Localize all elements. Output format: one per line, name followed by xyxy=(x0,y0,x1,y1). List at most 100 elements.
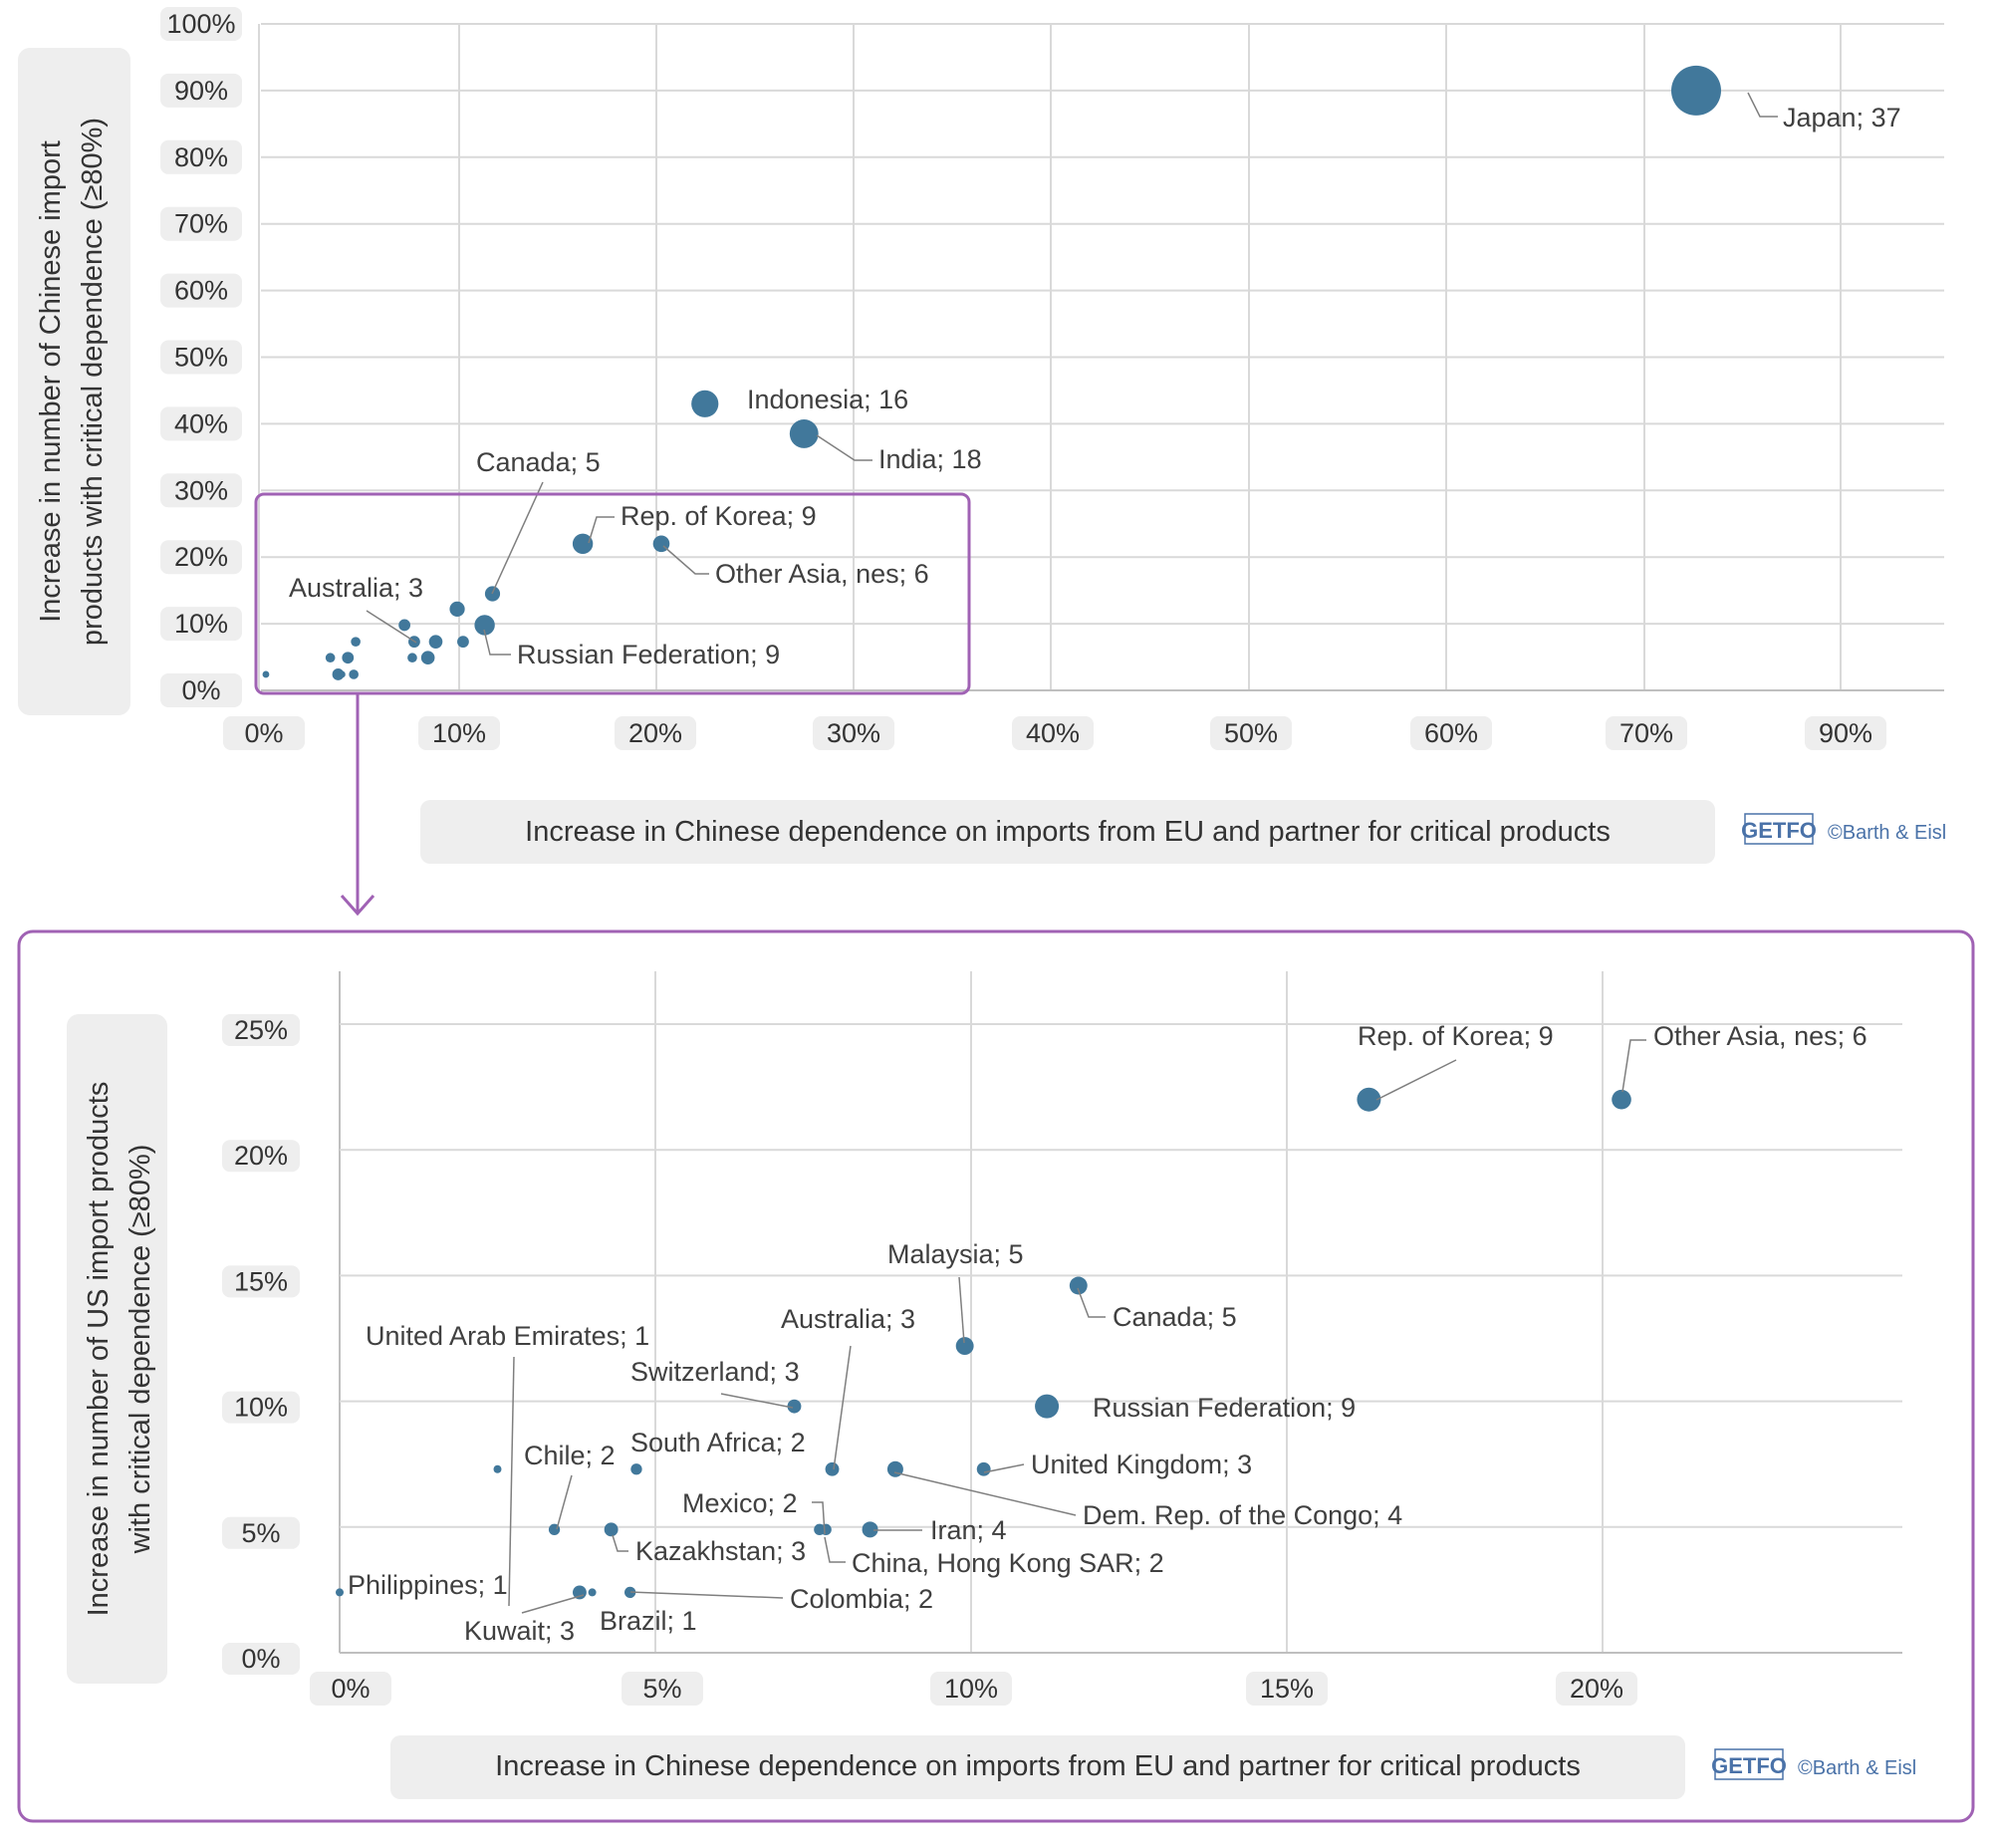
top-x-tick-6: 60% xyxy=(1410,716,1492,750)
top-x-tick-6-text: 60% xyxy=(1424,718,1478,748)
top-x-tick-1: 10% xyxy=(418,716,500,750)
top-x-tick-7: 70% xyxy=(1606,716,1687,750)
top-y-tick-8-bg xyxy=(160,139,242,174)
bottom-label-10: Dem. Rep. of the Congo; 4 xyxy=(1083,1500,1402,1530)
top-y-tick-9: 90% xyxy=(160,73,242,108)
bottom-point-19 xyxy=(623,1586,636,1599)
top-label-4: Rep. of Korea; 9 xyxy=(621,501,817,531)
top-leader-6 xyxy=(366,610,417,644)
top-y-tick-9-bg xyxy=(160,73,242,108)
top-x-tick-1-text: 10% xyxy=(432,718,486,748)
bottom-label-2: Malaysia; 5 xyxy=(887,1239,1024,1269)
top-x-tick-4-bg xyxy=(1012,716,1094,750)
top-y-tick-2-bg xyxy=(160,540,242,575)
bottom-y-title-line1: Increase in number of US import products xyxy=(83,1082,115,1617)
bottom-leader-6 xyxy=(720,1393,794,1409)
top-x-tick-2-text: 20% xyxy=(628,718,682,748)
top-y-tick-8: 80% xyxy=(160,139,242,174)
bottom-y-tick-4: 20% xyxy=(222,1140,300,1173)
top-x-tick-2: 20% xyxy=(615,716,696,750)
top-y-tick-10: 100% xyxy=(160,7,242,41)
bottom-y-tick-1-bg xyxy=(222,1516,300,1549)
bottom-x-tick-0-bg xyxy=(310,1672,391,1706)
getfo-logo-2: GETFO xyxy=(1711,1753,1787,1778)
bottom-x-tick-3: 15% xyxy=(1246,1672,1328,1706)
top-x-tick-4: 40% xyxy=(1012,716,1094,750)
bottom-x-tick-2: 10% xyxy=(930,1672,1012,1706)
bottom-chart: 0% 5% 10% 15% 20% 25% 0% 5% 10% 15% 20% Increase in… xyxy=(17,929,1975,1823)
top-leader-5 xyxy=(662,545,709,575)
top-x-tick-8-text: 90% xyxy=(1819,718,1872,748)
bottom-label-16: Philippines; 1 xyxy=(348,1570,508,1600)
bottom-label-14: Kazakhstan; 3 xyxy=(635,1536,806,1566)
top-label-3: Canada; 5 xyxy=(476,447,601,477)
top-x-tick-3-text: 30% xyxy=(827,718,880,748)
bottom-label-18: Brazil; 1 xyxy=(600,1606,697,1636)
top-point-17 xyxy=(407,653,417,663)
top-x-tick-5-bg xyxy=(1210,716,1292,750)
top-label-1: Indonesia; 16 xyxy=(747,385,908,414)
top-point-13 xyxy=(342,652,355,664)
top-point-1 xyxy=(691,390,719,417)
bottom-label-6: Switzerland; 3 xyxy=(630,1357,800,1387)
top-label-5: Other Asia, nes; 6 xyxy=(715,559,929,589)
top-x-tick-5: 50% xyxy=(1210,716,1292,750)
bottom-x-tick-4-text: 20% xyxy=(1570,1674,1623,1704)
bottom-leader-0 xyxy=(1375,1059,1457,1101)
top-y-tick-10-text: 100% xyxy=(166,9,235,39)
bottom-leader-12 xyxy=(812,1501,826,1535)
bottom-y-tick-3: 15% xyxy=(222,1265,300,1298)
bottom-y-tick-2-bg xyxy=(222,1391,300,1424)
bottom-point-1 xyxy=(1612,1089,1631,1110)
bottom-label-12: Mexico; 2 xyxy=(682,1488,798,1518)
getfo-logo-frame xyxy=(1744,813,1814,845)
bottom-x-title: Increase in Chinese dependence on import… xyxy=(495,1750,1581,1782)
bottom-label-13: Iran; 4 xyxy=(930,1515,1007,1545)
top-point-18 xyxy=(349,669,359,679)
top-label-0: Japan; 37 xyxy=(1783,103,1901,132)
bottom-x-tick-0: 0% xyxy=(310,1672,391,1706)
top-credit: ©Barth & Eisl xyxy=(1828,822,1946,844)
top-point-16 xyxy=(351,637,361,647)
top-y-tick-0-bg xyxy=(160,673,242,707)
bottom-label-1: Other Asia, nes; 6 xyxy=(1653,1021,1867,1051)
bottom-y-tick-4-text: 20% xyxy=(234,1141,288,1171)
top-y-title-line2: products with critical dependence (≥80%) xyxy=(77,118,109,646)
top-label-7: Russian Federation; 9 xyxy=(517,640,780,669)
top-x-tick-7-text: 70% xyxy=(1619,718,1673,748)
top-leader-3 xyxy=(491,481,544,595)
bottom-point-2 xyxy=(955,1337,974,1356)
bottom-label-7: Australia; 3 xyxy=(781,1304,915,1334)
top-y-tick-4-text: 40% xyxy=(174,408,228,438)
top-y-tick-3: 30% xyxy=(160,473,242,508)
top-x-tick-2-bg xyxy=(615,716,696,750)
getfo-logo: GETFO xyxy=(1741,818,1817,843)
top-x-tick-1-bg xyxy=(418,716,500,750)
top-y-tick-3-bg xyxy=(160,473,242,508)
top-y-tick-7: 70% xyxy=(160,206,242,241)
bottom-y-tick-3-bg xyxy=(222,1265,300,1298)
bottom-y-tick-5-text: 25% xyxy=(234,1015,288,1045)
bottom-label-3: Canada; 5 xyxy=(1113,1302,1237,1332)
top-point-12 xyxy=(420,651,435,665)
bottom-y-tick-2: 10% xyxy=(222,1391,300,1424)
bottom-label-19: Colombia; 2 xyxy=(790,1584,933,1614)
top-point-2 xyxy=(789,419,819,448)
bottom-point-11 xyxy=(976,1461,991,1476)
bottom-label-5: United Arab Emirates; 1 xyxy=(366,1321,649,1351)
bottom-point-4 xyxy=(1035,1394,1060,1419)
top-y-tick-1-bg xyxy=(160,607,242,642)
top-y-tick-4: 40% xyxy=(160,406,242,441)
bottom-point-16 xyxy=(336,1588,344,1597)
bottom-leader-17 xyxy=(521,1594,585,1614)
bottom-leader-10 xyxy=(893,1471,1077,1516)
bottom-y-title-line2: with critical dependence (≥80%) xyxy=(124,1145,156,1555)
top-point-9 xyxy=(398,619,411,632)
bottom-leader-9 xyxy=(556,1474,573,1530)
bottom-x-tick-2-bg xyxy=(930,1672,1012,1706)
top-y-tick-0: 0% xyxy=(160,673,242,707)
top-y-tick-7-text: 70% xyxy=(174,209,228,239)
zoom-panel-frame xyxy=(17,929,1975,1823)
bottom-x-tick-4: 20% xyxy=(1556,1672,1637,1706)
